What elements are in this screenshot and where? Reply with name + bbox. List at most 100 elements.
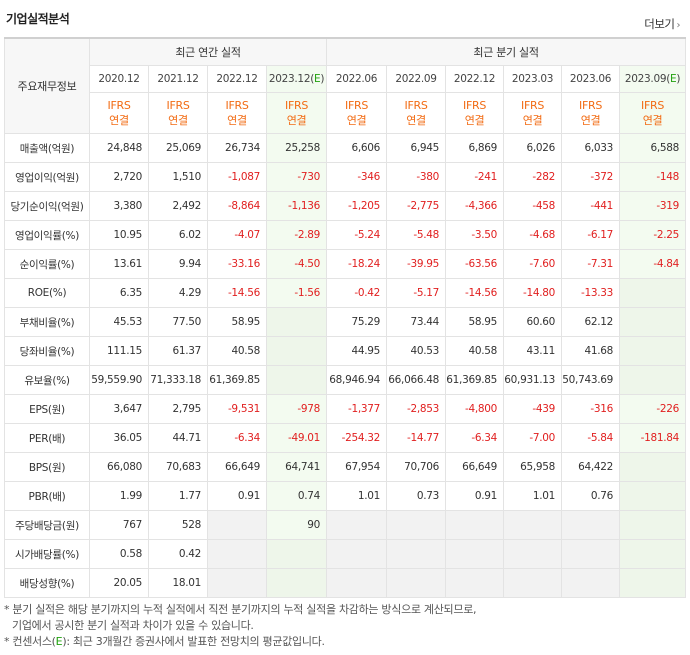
table-cell: 25,258	[265, 133, 328, 163]
row-label: 순이익률(%)	[4, 249, 90, 279]
table-cell: 0.42	[148, 539, 208, 569]
table-row: 유보율(%) 59,559.90 71,333.18 61,369.85 68,946.…	[4, 365, 687, 395]
row-label: 영업이익률(%)	[4, 220, 90, 250]
table-cell: -7.31	[561, 249, 621, 279]
table-cell: -18.24	[326, 249, 388, 279]
table-cell: 71,333.18	[148, 365, 208, 395]
group-annual-header: 최근 연간 실적	[88, 37, 328, 66]
table-cell: -346	[326, 162, 388, 192]
period-header: 2023.12(E)	[265, 65, 328, 93]
row-label: 유보율(%)	[4, 365, 90, 395]
table-cell	[265, 307, 328, 337]
more-link[interactable]: 더보기 ›	[644, 16, 680, 32]
table-cell: 528	[148, 510, 208, 540]
table-cell: -316	[561, 394, 621, 424]
table-cell: 6,026	[503, 133, 563, 163]
table-cell: -0.42	[326, 278, 388, 308]
table-cell: 6,588	[619, 133, 687, 163]
table-cell: 6,869	[445, 133, 505, 163]
table-cell: -6.17	[561, 220, 621, 250]
ifrs-header: IFRS 연결	[207, 92, 267, 134]
table-cell: 9.94	[148, 249, 208, 279]
chevron-right-icon: ›	[676, 20, 681, 31]
table-cell: 0.76	[561, 481, 621, 511]
table-cell: 3,380	[89, 191, 149, 221]
table-row: 당좌비율(%) 111.15 61.37 40.58 44.95 40.53 40.58 43…	[4, 336, 687, 366]
period-header: 2023.06	[561, 65, 621, 93]
table-cell: 66,649	[445, 452, 505, 482]
table-cell: 43.11	[503, 336, 563, 366]
table-cell: -1,377	[326, 394, 388, 424]
table-cell: 66,649	[207, 452, 267, 482]
table-cell: 44.95	[326, 336, 388, 366]
table-cell	[619, 510, 687, 540]
section-title: 기업실적분석	[6, 12, 70, 26]
row-label: 배당성향(%)	[4, 568, 90, 598]
table-cell: 2,795	[148, 394, 208, 424]
table-cell: -439	[503, 394, 563, 424]
table-row: PBR(배) 1.99 1.77 0.91 0.74 1.01 0.73 0.91 1.01 0.…	[4, 481, 687, 511]
table-cell	[561, 510, 621, 540]
table-row: 배당성향(%) 20.05 18.01	[4, 568, 687, 598]
row-label: 매출액(억원)	[4, 133, 90, 163]
table-cell: -254.32	[326, 423, 388, 453]
table-cell: -1.56	[265, 278, 328, 308]
table-cell: 68,946.94	[326, 365, 388, 395]
table-cell	[265, 539, 328, 569]
table-cell: 1.99	[89, 481, 149, 511]
row-label: 시가배당률(%)	[4, 539, 90, 569]
financial-table: 주요재무정보 최근 연간 실적 최근 분기 실적 2020.12 2021.12 2…	[4, 37, 687, 598]
table-cell	[619, 539, 687, 569]
period-header: 2022.09	[386, 65, 447, 93]
table-cell: -4.84	[619, 249, 687, 279]
ifrs-header: IFRS 연결	[503, 92, 563, 134]
table-cell: 50,743.69	[561, 365, 621, 395]
table-row: PER(배) 36.05 44.71 -6.34 -49.01 -254.32 -14.77…	[4, 423, 687, 453]
estimate-marker: E	[314, 73, 321, 85]
table-cell	[503, 568, 563, 598]
table-cell: -1,087	[207, 162, 267, 192]
table-cell: -5.48	[386, 220, 447, 250]
table-cell: 36.05	[89, 423, 149, 453]
table-cell: -13.33	[561, 278, 621, 308]
table-cell: 70,683	[148, 452, 208, 482]
table-cell: 2,720	[89, 162, 149, 192]
table-cell	[561, 568, 621, 598]
table-cell: 64,741	[265, 452, 328, 482]
table-cell: 0.91	[445, 481, 505, 511]
table-cell: 73.44	[386, 307, 447, 337]
table-cell: 59,559.90	[89, 365, 149, 395]
table-cell: 111.15	[89, 336, 149, 366]
table-cell: -4.07	[207, 220, 267, 250]
table-cell: 3,647	[89, 394, 149, 424]
table-cell: 1.01	[503, 481, 563, 511]
table-cell: 60,931.13	[503, 365, 563, 395]
table-cell: -63.56	[445, 249, 505, 279]
table-cell: -6.34	[207, 423, 267, 453]
period-header: 2022.12	[207, 65, 267, 93]
table-row: 매출액(억원) 24,848 25,069 26,734 25,258 6,606 6,94…	[4, 133, 687, 163]
ifrs-header: IFRS 연결	[89, 92, 149, 134]
table-cell	[619, 481, 687, 511]
table-cell	[445, 539, 505, 569]
table-cell	[386, 510, 447, 540]
row-label: 부채비율(%)	[4, 307, 90, 337]
table-cell: -380	[386, 162, 447, 192]
table-cell: 10.95	[89, 220, 149, 250]
table-cell	[265, 336, 328, 366]
ifrs-header: IFRS 연결	[265, 92, 328, 134]
table-cell: 20.05	[89, 568, 149, 598]
period-header: 2020.12	[89, 65, 149, 93]
row-label: PER(배)	[4, 423, 90, 453]
table-cell: -14.56	[445, 278, 505, 308]
table-cell: -4.68	[503, 220, 563, 250]
group-quarterly-header: 최근 분기 실적	[326, 37, 687, 66]
table-cell: 6,033	[561, 133, 621, 163]
table-cell: 25,069	[148, 133, 208, 163]
period-header: 2021.12	[148, 65, 208, 93]
table-cell	[619, 336, 687, 366]
table-cell: -39.95	[386, 249, 447, 279]
period-header: 2023.03	[503, 65, 563, 93]
footnote-2-prefix: * 컨센서스(	[4, 635, 56, 648]
table-cell	[207, 568, 267, 598]
